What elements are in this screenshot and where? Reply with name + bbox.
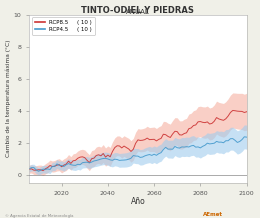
Text: © Agencia Estatal de Meteorología: © Agencia Estatal de Meteorología (5, 214, 74, 218)
X-axis label: Año: Año (131, 197, 145, 206)
Y-axis label: Cambio de la temperatura máxima (°C): Cambio de la temperatura máxima (°C) (5, 40, 11, 157)
Text: AEmet: AEmet (203, 212, 223, 217)
Title: TINTO-ODIEL Y PIEDRAS: TINTO-ODIEL Y PIEDRAS (81, 5, 194, 15)
Text: ANUAL: ANUAL (126, 9, 150, 15)
Legend: RCP8.5     ( 10 ), RCP4.5     ( 10 ): RCP8.5 ( 10 ), RCP4.5 ( 10 ) (32, 17, 95, 35)
